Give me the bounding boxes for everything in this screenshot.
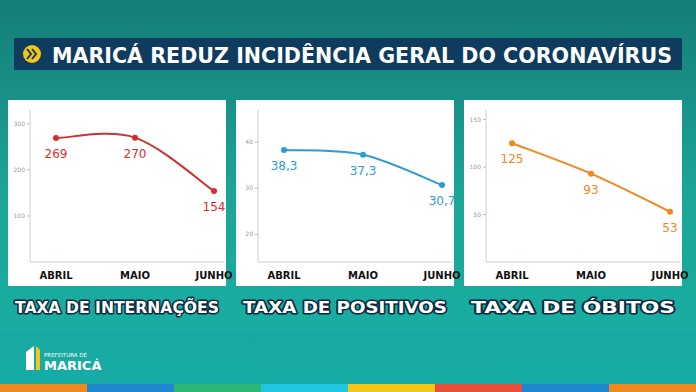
y-tick-label: 100 (14, 212, 26, 219)
y-tick-label: 100 (470, 163, 482, 170)
data-label: 270 (124, 147, 147, 161)
canvas: MARICÁ REDUZ INCIDÊNCIA GERAL DO CORONAV… (0, 0, 696, 392)
marks (53, 134, 217, 194)
point (667, 209, 673, 215)
x-tick-label: JUNHO (650, 270, 688, 281)
x-tick-label: MAIO (576, 270, 606, 281)
y-tick (255, 188, 258, 189)
series-line (56, 134, 214, 191)
data-label: 30,7 (429, 194, 456, 208)
chart: 20 30 40 ABRIL MAIO JUNHO 38,3 37,3 30,7 (236, 100, 461, 286)
chart: 50 100 150 ABRIL MAIO JUNHO 125 93 53 (464, 100, 689, 286)
point (132, 135, 138, 141)
x-tick-label: JUNHO (194, 270, 232, 281)
footer-stripe (0, 384, 88, 392)
title-bar (14, 38, 682, 70)
title-icon-chevron (27, 49, 36, 59)
footer-stripe (87, 384, 175, 392)
data-label: 154 (203, 200, 226, 214)
x-axis-line (30, 262, 224, 263)
x-tick-label: ABRIL (495, 270, 529, 281)
footer-stripe (609, 384, 696, 392)
logo-emblem (26, 346, 34, 370)
y-tick-label: 300 (14, 120, 26, 127)
series-line (284, 150, 442, 185)
point (211, 188, 217, 194)
point (53, 135, 59, 141)
footer-stripe (174, 384, 262, 392)
data-label: 37,3 (350, 164, 377, 178)
y-tick-label: 40 (245, 138, 253, 145)
point (588, 171, 594, 177)
x-tick-label: ABRIL (39, 270, 73, 281)
data-label: 93 (583, 183, 598, 197)
y-axis-line (486, 110, 487, 262)
x-axis-line (258, 262, 452, 263)
logo-name: MARICÁ (44, 358, 101, 373)
panel (464, 100, 682, 286)
point (281, 147, 287, 153)
data-label: 53 (662, 221, 677, 235)
background (0, 0, 696, 392)
marks (509, 140, 673, 214)
y-tick-label: 30 (245, 184, 253, 191)
x-tick-label: JUNHO (422, 270, 460, 281)
y-tick (27, 215, 30, 216)
footer-stripe (261, 384, 349, 392)
y-tick (255, 142, 258, 143)
point (439, 182, 445, 188)
y-tick (255, 234, 258, 235)
title-icon (23, 45, 41, 63)
x-axis-line (486, 262, 680, 263)
footer-stripe (522, 384, 610, 392)
point (360, 152, 366, 158)
bottom-band (0, 330, 696, 384)
x-tick-label: MAIO (120, 270, 150, 281)
y-tick-label: 200 (14, 166, 26, 173)
y-tick (483, 167, 486, 168)
y-tick-label: 50 (473, 211, 481, 218)
chart-title: TAXA DE ÓBITOS (471, 298, 675, 317)
data-label: 269 (45, 147, 68, 161)
y-axis-line (30, 110, 31, 262)
page-title: MARICÁ REDUZ INCIDÊNCIA GERAL DO CORONAV… (52, 43, 672, 68)
footer-stripe (348, 384, 436, 392)
logo-emblem (36, 346, 40, 370)
y-tick (27, 169, 30, 170)
point (509, 140, 515, 146)
y-axis-line (258, 110, 259, 262)
y-tick (483, 214, 486, 215)
panel (236, 100, 454, 286)
data-label: 125 (501, 152, 524, 166)
chart-title: TAXA DE INTERNAÇÕES (15, 298, 219, 317)
chart-title: TAXA DE POSITIVOS (243, 299, 447, 317)
y-tick-label: 20 (245, 230, 253, 237)
series-line (512, 143, 670, 211)
data-label: 38,3 (271, 159, 298, 173)
chart: 100 200 300 ABRIL MAIO JUNHO 269 270 154 (8, 100, 233, 286)
footer-stripe (435, 384, 523, 392)
y-tick (483, 119, 486, 120)
y-tick-label: 150 (470, 116, 482, 123)
y-tick (27, 123, 30, 124)
panel (8, 100, 226, 286)
x-tick-label: MAIO (348, 270, 378, 281)
x-tick-label: ABRIL (267, 270, 301, 281)
marks (281, 147, 445, 188)
